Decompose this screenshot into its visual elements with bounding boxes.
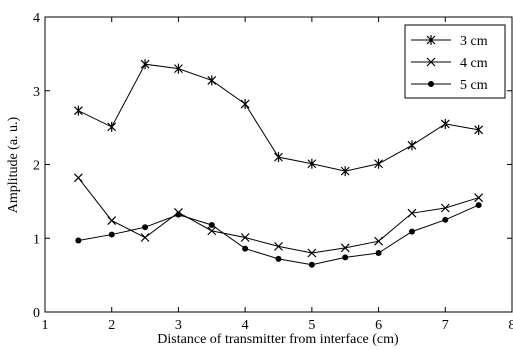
data-point-4-cm: [440, 203, 450, 213]
data-point-3-cm: [73, 105, 83, 116]
y-tick-label: 0: [33, 306, 40, 321]
legend: 3 cm 4 cm 5 cm: [404, 24, 506, 99]
data-point-4-cm: [407, 208, 417, 218]
series-5-cm: [75, 202, 482, 268]
y-tick-label: 2: [33, 159, 40, 174]
legend-marker-4-cm: [426, 57, 436, 67]
data-point-4-cm: [340, 243, 350, 253]
legend-entry-3-cm: 3 cm: [411, 34, 488, 49]
series-layer: [73, 59, 484, 268]
data-point-4-cm: [240, 233, 250, 242]
series-line-4-cm: [77, 177, 479, 254]
legend-label-5-cm: 5 cm: [460, 78, 488, 93]
data-point-5-cm: [375, 250, 382, 256]
series-3-cm: [73, 59, 484, 177]
x-axis: 1 2 3 4 5 6 7 8: [42, 17, 513, 333]
data-point-5-cm: [108, 231, 115, 238]
series-line-5-cm: [78, 204, 479, 266]
x-tick-label: 6: [375, 318, 382, 333]
data-point-4-cm: [73, 173, 83, 183]
x-tick-label: 5: [308, 318, 315, 333]
data-point-3-cm: [374, 158, 383, 169]
data-point-3-cm: [140, 59, 150, 70]
data-point-5-cm: [408, 228, 415, 235]
legend-label-3-cm: 3 cm: [460, 34, 488, 49]
legend-marker-5-cm: [428, 81, 434, 87]
data-point-4-cm: [474, 193, 484, 203]
data-point-5-cm: [342, 254, 349, 261]
x-axis-label: Distance of transmitter from interface (…: [157, 332, 399, 347]
series-4-cm: [73, 173, 484, 258]
data-point-3-cm: [340, 166, 350, 177]
x-tick-label: 8: [509, 318, 513, 333]
data-point-4-cm: [140, 233, 150, 242]
data-point-4-cm: [307, 248, 317, 258]
data-point-4-cm: [207, 226, 217, 236]
legend-marker-3-cm: [426, 35, 436, 45]
data-point-3-cm: [174, 63, 183, 74]
data-point-3-cm: [307, 158, 317, 169]
data-point-5-cm: [442, 216, 449, 223]
data-point-5-cm: [75, 237, 82, 244]
data-point-4-cm: [274, 241, 283, 251]
y-tick-label: 3: [33, 85, 40, 100]
data-point-5-cm: [142, 224, 149, 231]
data-point-5-cm: [275, 255, 282, 262]
y-tick-label: 1: [33, 232, 40, 247]
data-point-3-cm: [240, 99, 250, 110]
legend-entry-5-cm: 5 cm: [411, 78, 488, 93]
data-point-5-cm: [308, 261, 315, 268]
data-point-5-cm: [175, 211, 182, 218]
x-tick-label: 4: [242, 318, 249, 333]
y-axis: 0 1 2 3 4: [33, 11, 512, 321]
legend-label-4-cm: 4 cm: [460, 56, 488, 71]
data-point-4-cm: [374, 236, 383, 246]
data-point-3-cm: [407, 140, 417, 151]
data-point-3-cm: [440, 118, 450, 129]
x-tick-label: 2: [108, 318, 115, 333]
data-point-3-cm: [274, 152, 283, 163]
x-tick-label: 1: [42, 318, 49, 333]
legend-entry-4-cm: 4 cm: [411, 56, 488, 71]
data-point-3-cm: [107, 121, 117, 132]
data-point-5-cm: [242, 245, 249, 252]
data-point-5-cm: [475, 202, 482, 209]
data-point-4-cm: [107, 216, 117, 225]
data-point-5-cm: [208, 221, 215, 228]
data-point-3-cm: [474, 124, 484, 135]
y-tick-label: 4: [33, 11, 40, 26]
y-axis-label: Amplitude (a. u.): [6, 116, 21, 213]
x-tick-label: 3: [175, 318, 182, 333]
data-point-3-cm: [207, 75, 217, 86]
x-tick-label: 7: [442, 318, 449, 333]
